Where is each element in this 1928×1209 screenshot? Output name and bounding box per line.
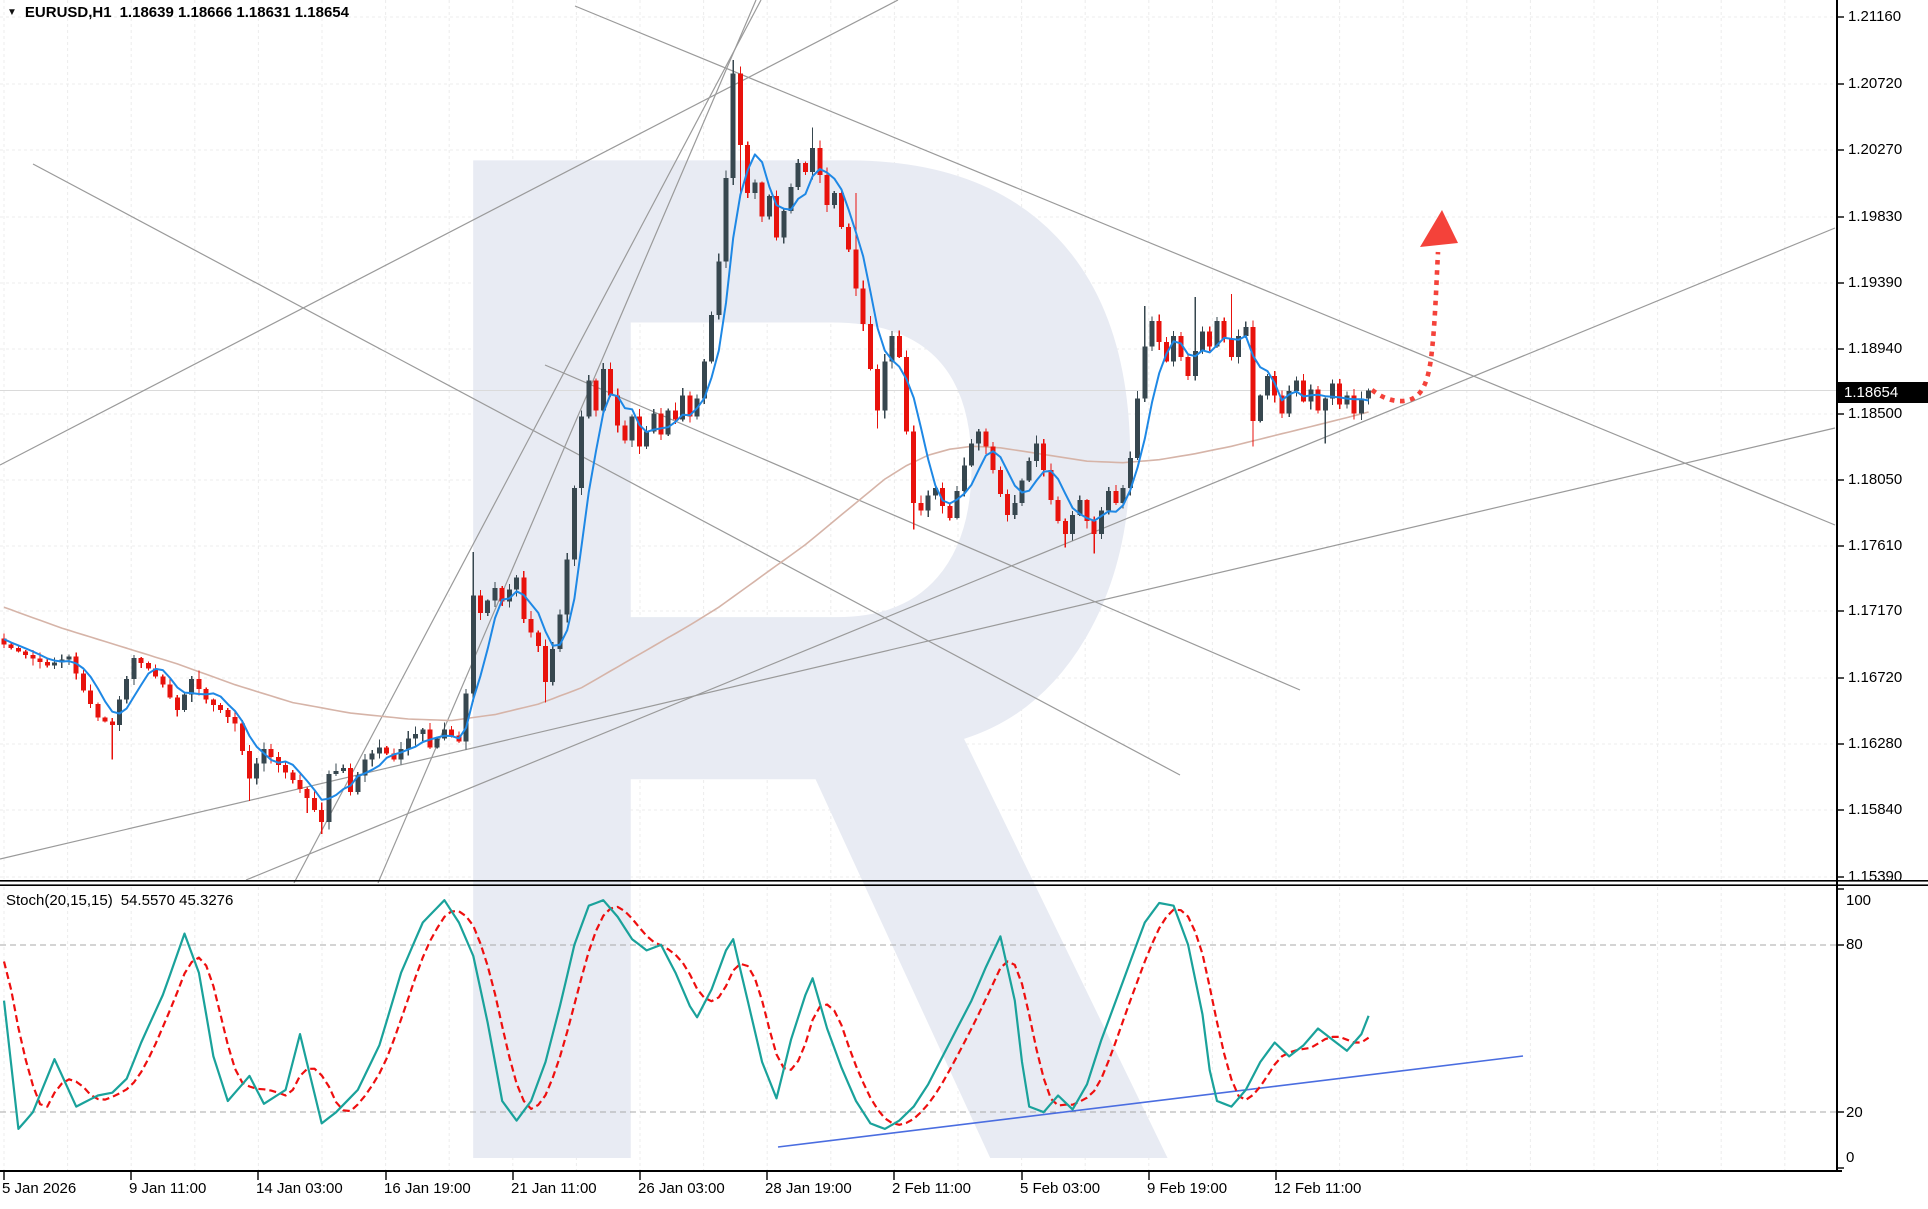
trendline bbox=[245, 227, 1836, 881]
stoch-main-line bbox=[2, 899, 1370, 1131]
price-axis-label: 1.16280 bbox=[1848, 735, 1903, 752]
stochastic-name: Stoch(20,15,15) bbox=[6, 892, 113, 909]
panel-separator[interactable] bbox=[0, 880, 1928, 882]
ohlc-quotes-label: 1.18639 1.18666 1.18631 1.18654 bbox=[119, 4, 349, 21]
stoch-trendline[interactable] bbox=[777, 1055, 1524, 1148]
time-axis-label: 12 Feb 11:00 bbox=[1274, 1180, 1362, 1197]
chart-title: ▼ EURUSD,H1 1.18639 1.18666 1.18631 1.18… bbox=[7, 4, 349, 21]
price-axis-label: 1.19390 bbox=[1848, 274, 1903, 291]
trendline bbox=[0, 427, 1836, 860]
trendlines[interactable] bbox=[0, 0, 1836, 884]
time-axis-label: 9 Feb 19:00 bbox=[1147, 1180, 1228, 1197]
trendline bbox=[574, 5, 1836, 526]
price-axis-label: 1.17170 bbox=[1848, 602, 1903, 619]
arrow-dotted-tail bbox=[1370, 251, 1441, 404]
trendline bbox=[544, 364, 1301, 691]
price-axis-label: 1.20270 bbox=[1848, 141, 1903, 158]
stoch-axis-label: 80 bbox=[1846, 936, 1863, 953]
price-axis-label: 1.18050 bbox=[1848, 471, 1903, 488]
stoch-axis-label: 100 bbox=[1846, 892, 1872, 909]
stochastic-values: 54.5570 45.3276 bbox=[120, 892, 234, 909]
price-axis-label: 1.19830 bbox=[1848, 208, 1903, 225]
time-axis-label: 14 Jan 03:00 bbox=[256, 1180, 343, 1197]
price-axis-label: 1.18500 bbox=[1848, 405, 1903, 422]
current-price-badge: 1.18654 bbox=[1838, 382, 1928, 403]
price-axis-label: 1.21160 bbox=[1848, 8, 1902, 25]
price-axis-label: 1.17610 bbox=[1848, 537, 1903, 554]
trendline bbox=[293, 0, 762, 884]
fast-ma-line bbox=[3, 153, 1369, 801]
time-axis-label: 5 Jan 2026 bbox=[2, 1180, 77, 1197]
time-axis-label: 9 Jan 11:00 bbox=[129, 1180, 207, 1197]
trend-arrow-annotation[interactable] bbox=[1370, 210, 1458, 404]
trendline bbox=[32, 163, 1181, 776]
stoch-signal-line bbox=[2, 905, 1370, 1126]
symbol-dropdown-icon[interactable]: ▼ bbox=[7, 6, 17, 18]
panel-separator[interactable] bbox=[0, 884, 1928, 886]
candles bbox=[1, 60, 1372, 834]
price-axis-label: 1.16720 bbox=[1848, 669, 1903, 686]
time-axis-label: 21 Jan 11:00 bbox=[511, 1180, 597, 1197]
time-axis-label: 5 Feb 03:00 bbox=[1020, 1180, 1101, 1197]
price-axis-line bbox=[1836, 0, 1838, 1172]
price-axis-label: 1.15840 bbox=[1848, 801, 1903, 818]
time-axis-label: 26 Jan 03:00 bbox=[638, 1180, 725, 1197]
price-axis[interactable] bbox=[1836, 0, 1928, 1170]
symbol-period-label: EURUSD,H1 bbox=[24, 4, 112, 21]
stoch-axis-label: 0 bbox=[1846, 1149, 1855, 1166]
price-axis-label: 1.20720 bbox=[1848, 75, 1903, 92]
stochastic-indicator-label: Stoch(20,15,15) 54.5570 45.3276 bbox=[6, 892, 233, 909]
price-axis-label: 1.15390 bbox=[1848, 868, 1903, 885]
time-axis-label: 28 Jan 19:00 bbox=[765, 1180, 852, 1197]
price-axis-label: 1.18940 bbox=[1848, 340, 1903, 357]
time-axis-label: 16 Jan 19:00 bbox=[384, 1180, 471, 1197]
arrow-head-icon bbox=[1420, 210, 1458, 247]
time-axis-line bbox=[0, 1170, 1842, 1172]
slow-ma-line bbox=[3, 411, 1369, 722]
stoch-axis-label: 20 bbox=[1846, 1104, 1863, 1121]
time-axis-label: 2 Feb 11:00 bbox=[892, 1180, 971, 1197]
